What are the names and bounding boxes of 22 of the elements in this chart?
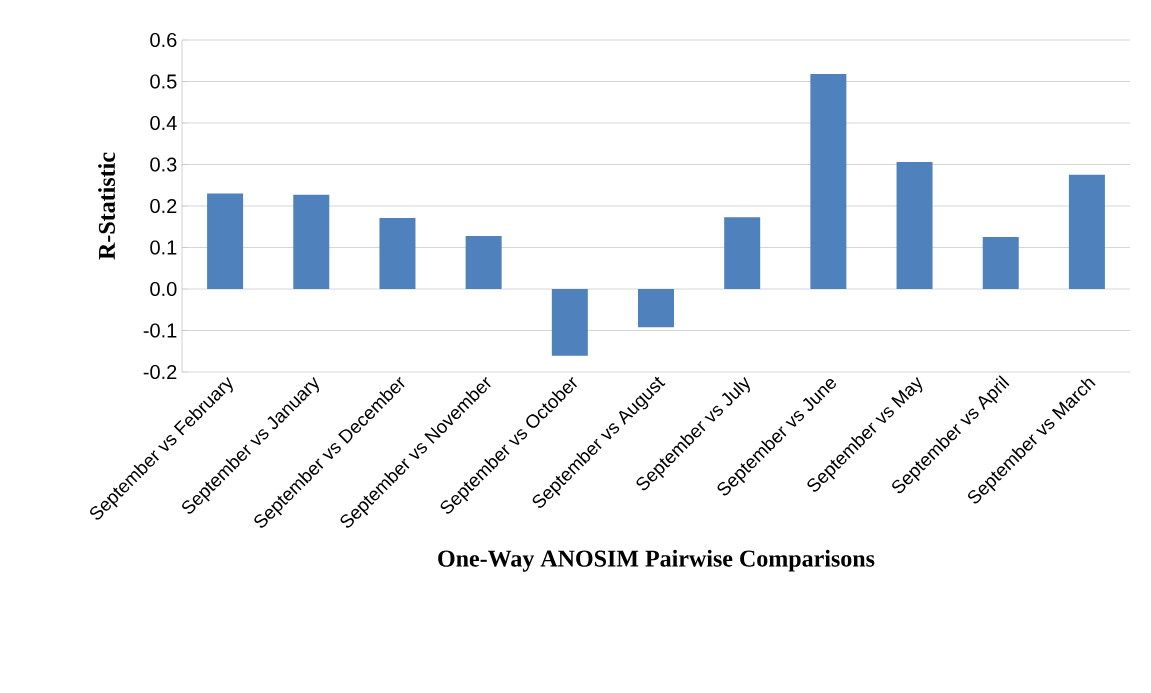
- bar: [896, 162, 933, 289]
- y-tick-label: -0.1: [143, 323, 177, 338]
- y-tick-label: 0.2: [150, 198, 177, 214]
- y-tick-label: -0.2: [143, 364, 177, 380]
- x-axis-title: One-Way ANOSIM Pairwise Comparisons: [438, 549, 875, 572]
- y-tick-label: 0.4: [150, 115, 177, 131]
- y-tick-label: 0.5: [150, 74, 177, 89]
- bar: [379, 218, 416, 289]
- bar: [638, 289, 675, 328]
- y-axis-title: R-Statistic: [98, 152, 115, 260]
- y-tick-label: 0.0: [150, 281, 177, 297]
- bar: [982, 237, 1019, 289]
- bar: [1068, 174, 1105, 289]
- y-tick-label: 0.6: [150, 32, 177, 48]
- bar: [293, 194, 330, 289]
- bar: [724, 217, 761, 289]
- bar: [810, 74, 847, 289]
- bar: [551, 289, 588, 356]
- y-tick-label: 0.3: [150, 157, 177, 172]
- y-tick-label: 0.1: [150, 240, 177, 255]
- bar: [207, 193, 244, 289]
- bar: [465, 235, 502, 289]
